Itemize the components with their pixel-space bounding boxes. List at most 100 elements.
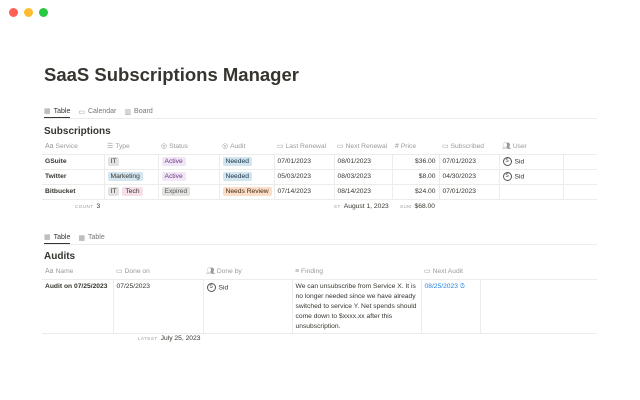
column-header-audit[interactable]: ◎ Audit: [222, 143, 246, 151]
user-name: Sid: [218, 283, 229, 291]
type-cell[interactable]: IT: [104, 153, 159, 169]
column-header-finding[interactable]: ≡ Finding: [295, 267, 323, 275]
tab-label: Board: [134, 108, 153, 115]
column-header-name[interactable]: Aa Name: [45, 267, 74, 275]
subscribed-cell[interactable]: 04/30/2023: [439, 168, 500, 184]
tab-table[interactable]: ▦ Table: [44, 231, 71, 244]
next-audit-date: 08/25/2023: [424, 282, 458, 290]
service-cell[interactable]: GSuite: [42, 153, 105, 169]
subscribed-cell[interactable]: 07/01/2023: [439, 183, 500, 200]
table-row[interactable]: GSuite IT Active Needed 07/01/2023 08/01…: [42, 153, 597, 169]
tab-table[interactable]: ▦ Table: [44, 105, 71, 118]
finding-cell[interactable]: We can unsubscribe from Service X. It is…: [292, 278, 422, 334]
text-lines-icon: ≡: [295, 267, 302, 275]
column-header-user[interactable]: 👥︎ User: [502, 143, 527, 151]
price-cell[interactable]: $8.00: [392, 168, 440, 184]
last-renewal-cell[interactable]: 07/14/2023: [274, 183, 335, 200]
next-audit-cell[interactable]: 08/25/2023 ⏰︎: [421, 278, 481, 334]
user-cell[interactable]: S Sid: [499, 168, 564, 184]
price-cell[interactable]: $36.00: [392, 153, 440, 169]
earliest-summary[interactable]: ST August 1, 2023: [334, 203, 389, 210]
minimize-window-button[interactable]: [24, 8, 33, 17]
last-renewal-cell[interactable]: 05/03/2023: [274, 168, 335, 184]
status-cell[interactable]: Active: [158, 168, 220, 184]
table-icon: ▦: [78, 234, 85, 242]
column-header-status[interactable]: ◎ Status: [161, 143, 189, 151]
tab-table-2[interactable]: ▦ Table: [78, 231, 104, 244]
type-tag: Marketing: [107, 172, 143, 181]
alarm-icon: ⏰︎: [459, 282, 466, 290]
close-window-button[interactable]: [9, 8, 18, 17]
status-badge: Active: [161, 172, 186, 181]
user-name: Sid: [514, 173, 525, 181]
type-tag: IT: [107, 157, 120, 166]
service-cell[interactable]: Twitter: [42, 168, 105, 184]
calendar-icon: ▭: [277, 143, 286, 151]
table-icon: ▦: [44, 108, 51, 115]
sum-summary[interactable]: SUM $68.00: [400, 203, 435, 210]
calendar-icon: ▭: [116, 268, 125, 276]
column-header-next-audit[interactable]: ▭ Next Audit: [424, 268, 464, 276]
tab-calendar[interactable]: ▭ Calendar: [78, 105, 116, 118]
subscriptions-view-tabs: ▦ Table ▭ Calendar ▥ Board: [44, 105, 597, 119]
audit-cell[interactable]: Needed: [219, 168, 275, 184]
page-title: SaaS Subscriptions Manager: [44, 64, 299, 85]
status-cell[interactable]: Expired: [158, 183, 220, 200]
subscriptions-title: Subscriptions: [44, 126, 111, 137]
maximize-window-button[interactable]: [39, 8, 48, 17]
done-on-cell[interactable]: 07/25/2023: [113, 278, 204, 334]
next-renewal-cell[interactable]: 08/01/2023: [334, 153, 393, 169]
user-cell[interactable]: [499, 183, 564, 200]
column-header-last-renewal[interactable]: ▭ Last Renewal: [277, 143, 327, 151]
tab-label: Table: [53, 233, 71, 241]
column-header-next-renewal[interactable]: ▭ Next Renewal: [337, 143, 388, 151]
avatar: S: [502, 157, 512, 166]
tab-label: Calendar: [87, 108, 117, 115]
last-renewal-cell[interactable]: 07/01/2023: [274, 153, 335, 169]
audit-badge: Needed: [222, 157, 252, 166]
text-icon: Aa: [45, 267, 56, 275]
type-tag: Tech: [122, 187, 143, 196]
tab-label: Table: [87, 234, 105, 241]
text-icon: Aa: [45, 142, 56, 150]
count-summary[interactable]: COUNT 3: [75, 203, 101, 210]
calendar-icon: ▭: [78, 108, 85, 116]
audits-table: Aa Name ▭ Done on 👥︎ Done by ≡ Finding ▭…: [42, 264, 597, 334]
status-badge: Expired: [161, 187, 191, 196]
type-cell[interactable]: IT Tech: [104, 183, 159, 200]
column-header-done-on[interactable]: ▭ Done on: [116, 268, 150, 276]
service-cell[interactable]: Bitbucket: [42, 183, 105, 200]
name-cell[interactable]: Audit on 07/25/2023: [42, 278, 114, 334]
latest-summary[interactable]: LATEST July 25, 2023: [138, 335, 201, 342]
column-header-done-by[interactable]: 👥︎ Done by: [206, 268, 242, 276]
audit-cell[interactable]: Needs Review: [219, 183, 275, 200]
next-renewal-cell[interactable]: 08/03/2023: [334, 168, 393, 184]
table-row[interactable]: Audit on 07/25/2023 07/25/2023 S Sid We c…: [42, 278, 597, 334]
calendar-icon: ▭: [337, 143, 346, 151]
audits-title: Audits: [44, 251, 76, 262]
type-cell[interactable]: Marketing: [104, 168, 159, 184]
list-icon: ☰: [107, 143, 116, 151]
column-header-price[interactable]: # Price: [395, 142, 417, 150]
table-row[interactable]: Bitbucket IT Tech Expired Needs Review 07…: [42, 183, 597, 200]
tab-board[interactable]: ▥ Board: [124, 105, 152, 118]
subscriptions-table: Aa Service ☰ Type ◎ Status ◎ Audit ▭ Las…: [42, 139, 597, 200]
avatar: S: [502, 172, 512, 181]
column-header-type[interactable]: ☰ Type: [107, 143, 130, 151]
audits-view-tabs: ▦ Table ▦ Table: [44, 231, 597, 245]
audit-cell[interactable]: Needed: [219, 153, 275, 169]
type-tag: IT: [107, 187, 120, 196]
price-cell[interactable]: $24.00: [392, 183, 440, 200]
user-cell[interactable]: S Sid: [499, 153, 564, 169]
next-renewal-cell[interactable]: 08/14/2023: [334, 183, 393, 200]
avatar: S: [206, 282, 216, 292]
subscribed-cell[interactable]: 07/01/2023: [439, 153, 500, 169]
status-cell[interactable]: Active: [158, 153, 220, 169]
board-icon: ▥: [124, 108, 132, 116]
column-header-subscribed[interactable]: ▭ Subscribed: [442, 143, 485, 151]
done-by-cell[interactable]: S Sid: [203, 278, 293, 334]
status-badge: Active: [161, 157, 186, 166]
calendar-icon: ▭: [442, 143, 451, 151]
column-header-service[interactable]: Aa Service: [45, 142, 78, 150]
table-row[interactable]: Twitter Marketing Active Needed 05/03/20…: [42, 168, 597, 184]
